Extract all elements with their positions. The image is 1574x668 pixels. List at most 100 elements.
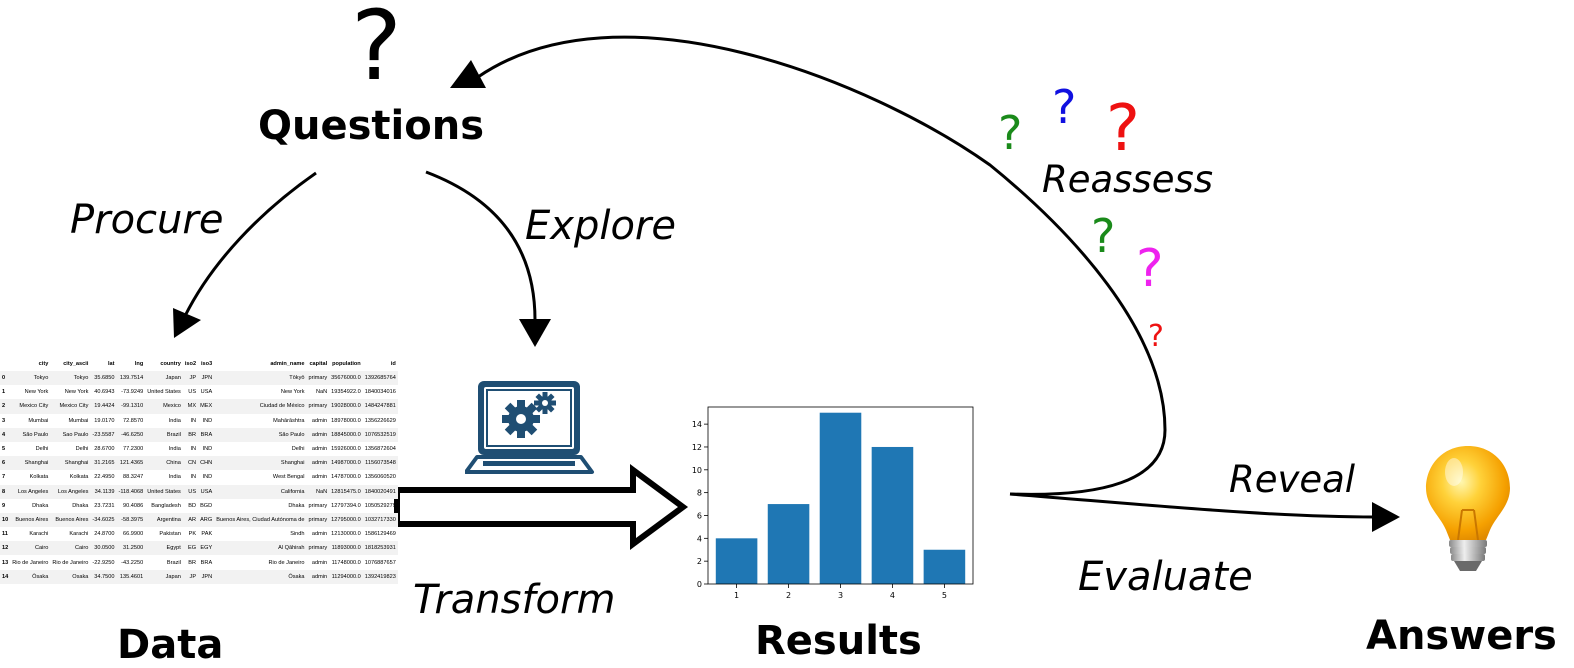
- table-row: 3 Mumbai Mumbai 19.0170 72.8570 India IN IND Mah…: [0, 414, 398, 428]
- x-tick-label: 2: [786, 591, 791, 600]
- table-cell: BR: [188, 559, 197, 566]
- table-cell: USA: [200, 389, 213, 396]
- table-cell: 1356226629: [364, 417, 396, 424]
- table-cell: 12130000.0: [331, 531, 361, 538]
- table-column-header: iso2: [184, 360, 197, 367]
- table-cell: PAK: [201, 531, 213, 538]
- table-cell: 12: [0, 541, 11, 556]
- table-cell: São Paulo: [214, 427, 307, 442]
- table-cell: -46.6250: [116, 427, 146, 442]
- table-cell: 30.0500: [90, 541, 117, 556]
- table-cell: New York: [280, 389, 305, 396]
- table-cell: 14787000.0: [331, 474, 361, 481]
- table-cell: 18978000.0: [331, 417, 361, 424]
- table-cell: primary: [306, 541, 330, 556]
- reassess-arrowhead: [450, 60, 486, 88]
- table-cell: MX: [182, 399, 199, 414]
- table-cell: 1076887657: [364, 559, 396, 566]
- table-cell: Buenos Aires, Ciudad Autónoma de: [214, 512, 307, 528]
- magenta-question-mark: ?: [1136, 239, 1164, 299]
- x-tick-label: 5: [942, 591, 947, 600]
- laptop-gears-icon: [465, 381, 594, 474]
- table-cell: 31.2500: [116, 541, 146, 556]
- table-row: 14 Ōsaka Osaka 34.7500 135.4601 Japan JP JPN Ōsa…: [0, 569, 398, 584]
- x-tick-label: 3: [838, 591, 843, 600]
- y-tick-label: 8: [697, 489, 702, 498]
- table-cell: India: [168, 446, 181, 453]
- table-cell: 8: [0, 484, 11, 499]
- table-cell: 7: [2, 474, 6, 481]
- reveal-label: Reveal: [1229, 458, 1356, 501]
- table-cell: China: [145, 456, 183, 471]
- table-cell: -99.1310: [116, 399, 146, 414]
- table-cell: NaN: [306, 484, 330, 499]
- table-cell: New York: [24, 389, 49, 396]
- table-row: 2 Mexico City Mexico City 19.4424 -99.1310 Me…: [0, 399, 398, 414]
- table-row: 7 Kolkata Kolkata 22.4950 88.3247 India IN IND W…: [0, 470, 398, 484]
- table-cell: Kolkata: [29, 474, 49, 481]
- table-cell: -23.5587: [90, 427, 117, 442]
- table-cell: EG: [182, 541, 199, 556]
- procure-label: Procure: [70, 197, 224, 243]
- table-cell: Buenos Aires: [50, 512, 91, 528]
- table-cell: India: [168, 417, 181, 424]
- table-cell: 1484247881: [362, 399, 398, 414]
- table-cell: New York: [64, 389, 89, 396]
- table-cell: 10: [0, 512, 11, 528]
- table-cell: 15926000.0: [331, 446, 361, 453]
- table-cell: Cairo: [50, 541, 91, 556]
- table-cell: 14987000.0: [329, 456, 363, 471]
- table-cell: 6: [0, 456, 11, 471]
- table-cell: 34.7500: [90, 569, 117, 584]
- explore-arrow: [425, 170, 537, 321]
- table-cell: Tokyo: [50, 371, 91, 386]
- table-row: 8 Los Angeles Los Angeles 34.1139 -118.4068 U…: [0, 484, 398, 499]
- table-column-header: iso3: [200, 360, 213, 367]
- table-cell: 11: [2, 531, 8, 538]
- table-cell: 66.9900: [123, 531, 144, 538]
- table-cell: Sao Paulo: [50, 427, 91, 442]
- table-cell: admin: [306, 456, 330, 471]
- table-column-header: population: [332, 360, 361, 367]
- table-cell: -118.4068: [116, 484, 146, 499]
- table-cell: Egypt: [145, 541, 183, 556]
- reveal-arrowhead: [1372, 502, 1400, 532]
- table-cell: 14: [0, 569, 11, 584]
- table-cell: 135.4601: [116, 569, 146, 584]
- procure-arrow: [183, 171, 317, 317]
- table-cell: Mexico City: [10, 399, 51, 414]
- chart-bar: [767, 504, 810, 584]
- lightbulb-icon: [1426, 446, 1510, 571]
- table-cell: admin: [311, 531, 328, 538]
- table-row: 13 Rio de Janeiro Rio de Janeiro -22.9250 -4…: [0, 555, 398, 569]
- table-cell: 1356060520: [364, 474, 396, 481]
- table-cell: Rio de Janeiro: [12, 559, 49, 566]
- table-cell: Tokyo: [10, 371, 51, 386]
- table-row: 10 Buenos Aires Buenos Aires -34.6025 -58.39…: [0, 512, 398, 528]
- table-cell: Sindh: [290, 531, 305, 538]
- table-cell: NaN: [315, 389, 328, 396]
- table-cell: BGD: [200, 502, 213, 509]
- table-cell: BRA: [198, 427, 215, 442]
- table-cell: Brazil: [145, 427, 183, 442]
- table-cell: CHN: [198, 456, 215, 471]
- table-cell: USA: [198, 484, 215, 499]
- table-cell: Ōsaka: [10, 569, 51, 584]
- table-cell: EGY: [198, 541, 215, 556]
- table-cell: 1586129469: [364, 531, 396, 538]
- table-cell: 1392685764: [362, 371, 398, 386]
- table-cell: Ōsaka: [214, 569, 307, 584]
- table-cell: JP: [182, 569, 199, 584]
- table-cell: India: [168, 474, 181, 481]
- table-cell: 12815475.0: [329, 484, 363, 499]
- table-cell: West Bengal: [272, 474, 305, 481]
- table-cell: Kolkata: [69, 474, 89, 481]
- table-cell: Rio de Janeiro: [268, 559, 305, 566]
- table-cell: Shanghai: [214, 456, 307, 471]
- table-cell: 88.3247: [123, 474, 144, 481]
- table-column-header: city_ascii: [63, 360, 89, 367]
- table-cell: 19354922.0: [331, 389, 361, 396]
- transform-label: Transform: [413, 577, 616, 623]
- table-cell: primary: [306, 371, 330, 386]
- table-cell: 3: [2, 417, 6, 424]
